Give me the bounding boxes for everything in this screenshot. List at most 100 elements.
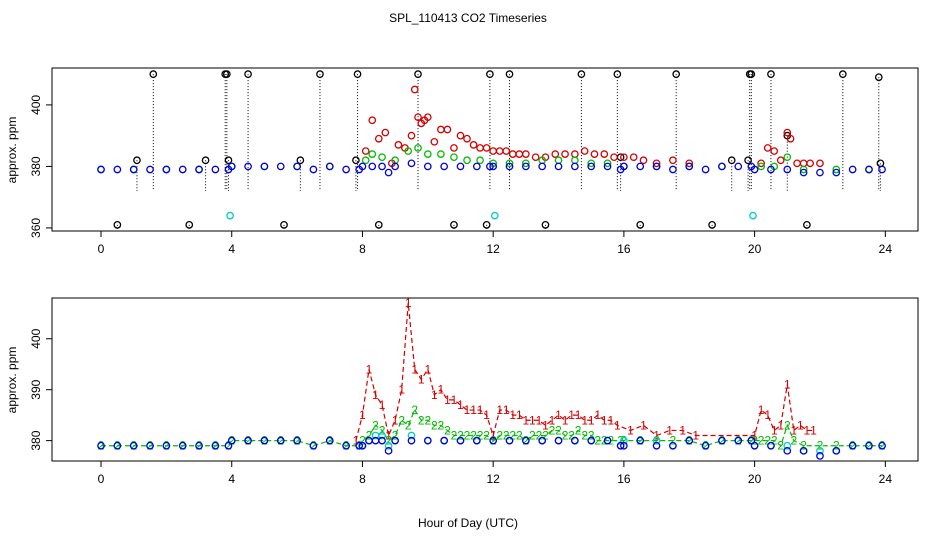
top-point [757,159,765,168]
bottom-point [799,446,808,455]
bottom-point-label: 1 [359,408,366,422]
top-point [783,165,792,174]
bottom-point-label: 1 [438,383,445,397]
bottom-point [146,441,154,450]
bottom-point-label: 1 [398,383,405,397]
top-point [639,156,648,165]
top-point [767,70,775,79]
top-point [571,150,579,158]
bottom-point-label: 1 [575,408,582,422]
bottom-point-label: 1 [568,408,575,422]
top-xtick-label: 24 [879,242,893,256]
bottom-point-label: 1 [542,418,549,432]
bottom-point [384,446,393,455]
bottom-point [384,441,393,450]
top-point [423,150,432,158]
bottom-point-label: 2 [457,429,464,443]
bottom-point-label: 1 [790,423,797,437]
top-point [669,156,677,165]
bottom-point-label: 1 [751,429,758,443]
bottom-point [669,441,677,450]
bottom-point-label: 2 [581,429,588,443]
bottom-series-2: 2 2 2 2 2 2 2 2 22 2 2 2 2 2 2 2 22 22 22 22 222 2 2 2 2 2 2 2 2 2 2 2 2… [98,403,886,453]
bottom-point [129,441,138,450]
bottom-point [378,436,386,445]
bottom-point-label: 2 [483,429,490,443]
bottom-point-label: 2 [748,434,755,448]
bottom-point [355,441,364,450]
top-point [437,125,445,134]
top-point [708,220,716,229]
bottom-point [211,441,220,450]
top-point [407,131,416,140]
bottom-point-label: 2 [670,434,677,448]
top-point [685,159,694,168]
bottom-point [652,441,661,450]
top-point [133,156,141,165]
bottom-point-label: 1 [640,418,647,432]
bottom-point-label: 2 [212,439,219,453]
bottom-point [309,441,318,450]
top-point [620,162,628,171]
bottom-point-label: 1 [679,423,686,437]
bottom-point [750,441,759,450]
top-point [244,162,252,171]
bottom-point [832,446,841,455]
top-point [652,159,661,168]
top-series-green [97,144,873,174]
bottom-point [865,441,873,450]
bottom-point-label: 2 [833,439,840,453]
top-point [430,137,439,146]
top-point [718,162,726,171]
bottom-point-label: 1 [424,362,431,376]
top-point [495,147,504,155]
bottom-point-label: 2 [549,423,556,437]
top-point [244,70,252,79]
top-series-cyan [226,211,757,220]
bottom-point-label: 2 [758,434,765,448]
top-point [874,73,883,82]
top-point [450,144,458,152]
bottom-point-label: 2 [719,434,726,448]
top-xtick-label: 8 [359,242,366,256]
bottom-point-label: 1 [692,429,699,443]
bottom-point-label: 2 [98,439,105,453]
bottom-ytick-label: 390 [29,379,43,399]
bottom-point-label: 2 [477,429,484,443]
top-point [296,156,305,165]
top-point [783,153,792,162]
top-point [672,70,681,79]
bottom-point-label: 1 [601,413,608,427]
bottom-point-label: 1 [581,413,588,427]
top-point [384,168,393,177]
top-point [280,220,288,229]
bottom-point [178,441,187,450]
bottom-point [489,436,498,445]
bottom-point-label: 1 [457,398,464,412]
bottom-point-label: 2 [702,439,709,453]
bottom-point [587,436,596,445]
bottom-point [472,436,481,445]
top-point [358,162,367,171]
top-point [162,165,171,174]
top-point [554,156,563,165]
top-point [561,150,569,158]
bottom-point-label: 2 [114,439,121,453]
bottom-xtick-label: 24 [879,472,893,486]
top-point [652,162,661,171]
top-point [763,144,772,152]
bottom-point-label: 1 [614,418,621,432]
bottom-point-label: 1 [536,413,543,427]
top-point [316,70,324,79]
top-point [816,168,824,177]
top-point [757,162,765,171]
bottom-point [571,436,579,445]
top-point [443,125,452,134]
bottom-point-label: 2 [866,439,873,453]
bottom-point-label: 1 [562,413,569,427]
bottom-point-label: 2 [575,423,582,437]
top-point [505,162,514,171]
top-point [374,134,383,143]
bottom-point-label: 2 [588,429,595,443]
top-ytick-label: 400 [29,95,43,115]
